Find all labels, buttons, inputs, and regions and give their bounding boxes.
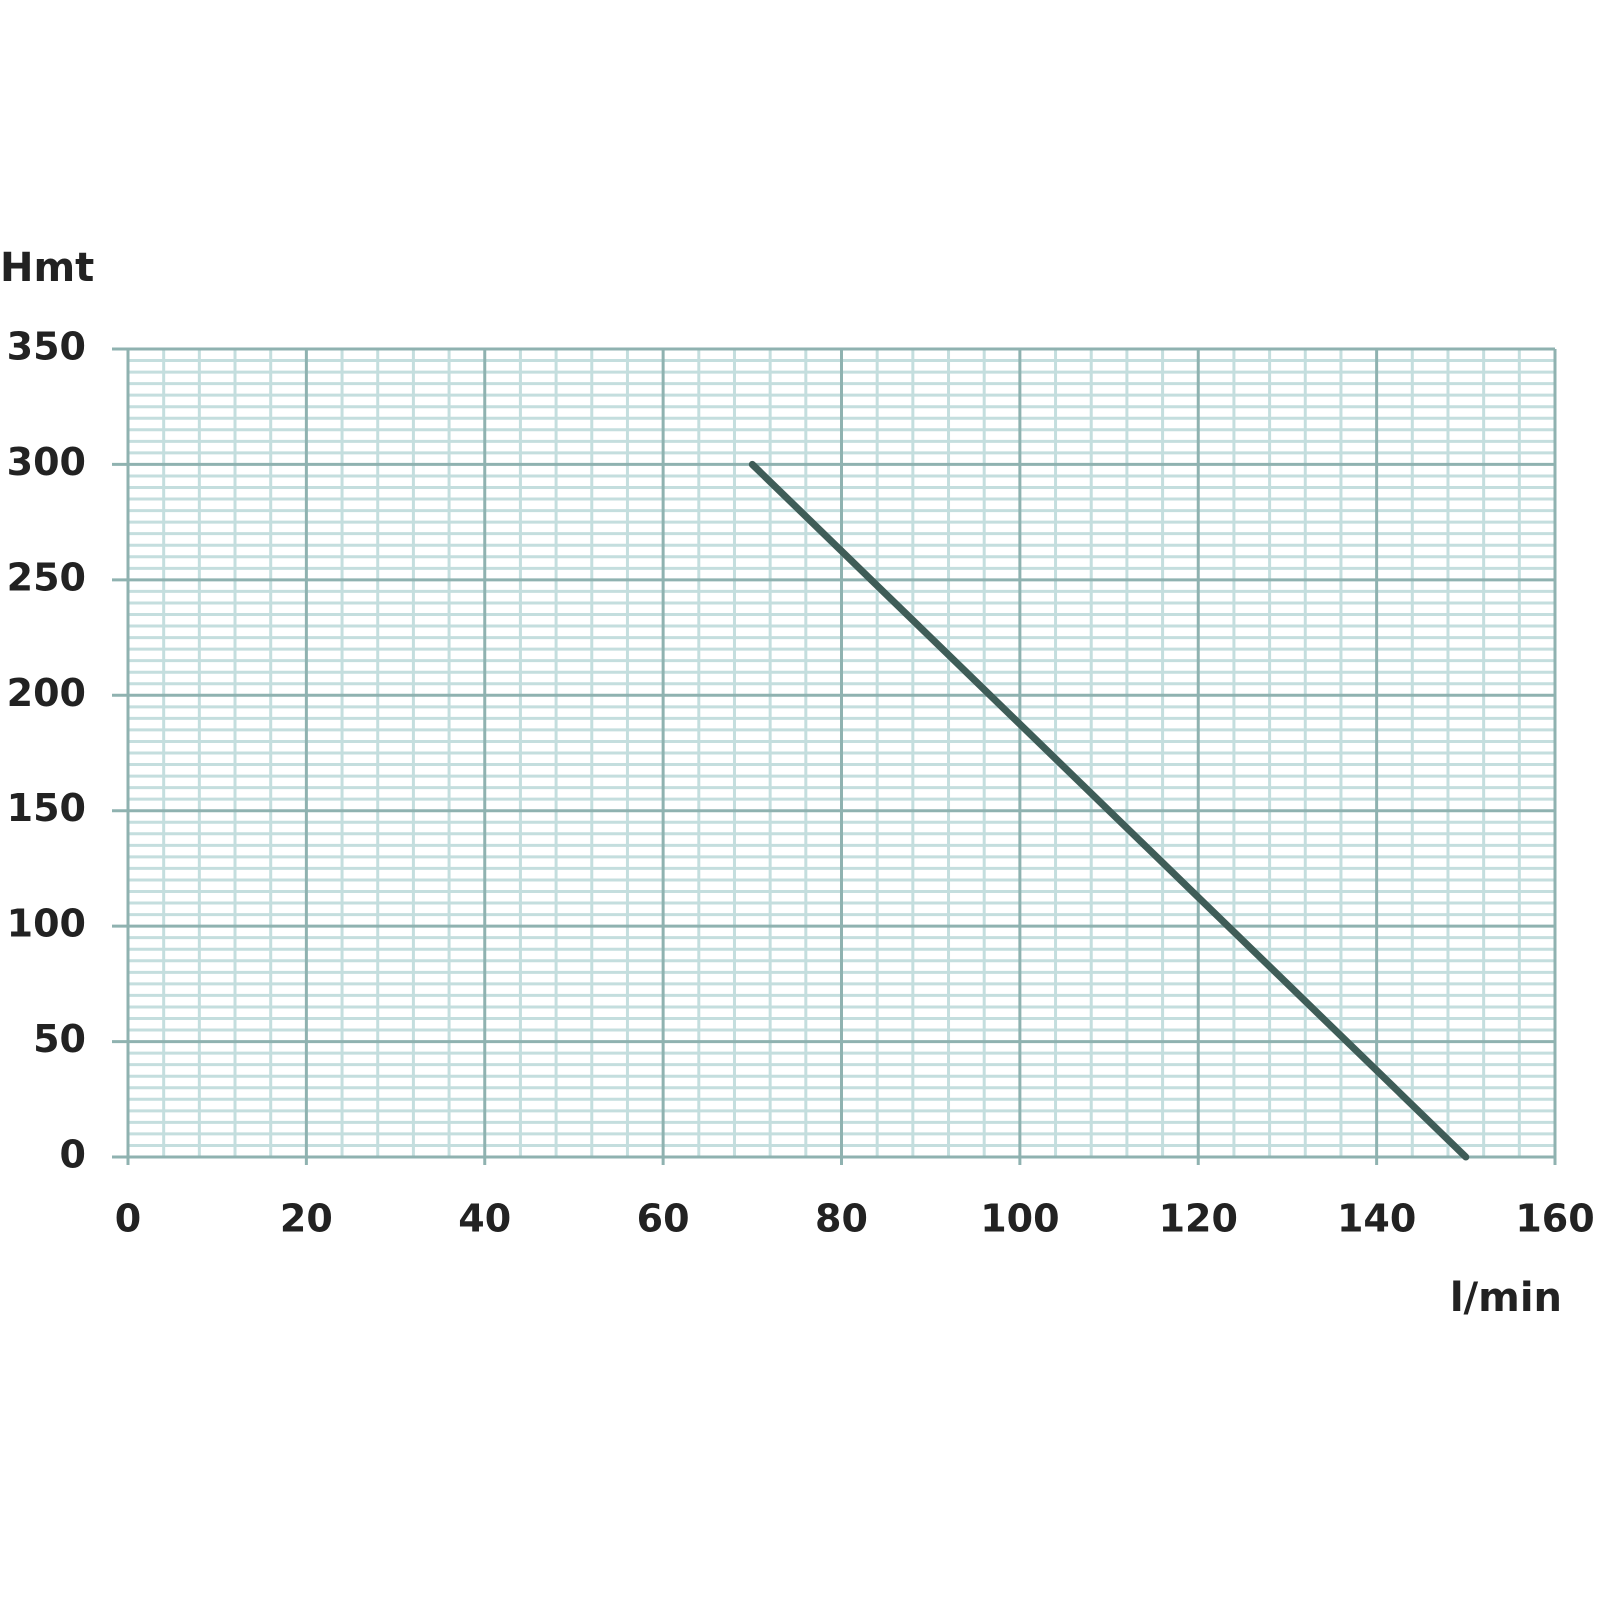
x-tick-label: 40 [458, 1197, 511, 1241]
x-tick-label: 160 [1515, 1197, 1594, 1241]
x-tick-label: 100 [980, 1197, 1059, 1241]
y-tick-label: 200 [7, 671, 86, 715]
y-tick-label: 150 [7, 786, 86, 830]
y-tick-label: 0 [60, 1133, 86, 1177]
y-tick-label: 250 [7, 555, 86, 599]
x-tick-label: 20 [280, 1197, 333, 1241]
y-tick-label: 100 [7, 902, 86, 946]
y-tick-label: 350 [7, 325, 86, 369]
x-axis-label: l/min [1450, 1275, 1562, 1321]
x-tick-label: 120 [1159, 1197, 1238, 1241]
y-axis-label: Hmt [0, 245, 94, 291]
y-tick-label: 300 [7, 440, 86, 484]
y-tick-label: 50 [33, 1017, 86, 1061]
x-tick-label: 80 [815, 1197, 868, 1241]
data-line [748, 460, 1470, 1161]
x-tick-label: 60 [637, 1197, 690, 1241]
x-tick-label: 0 [115, 1197, 141, 1241]
x-tick-label: 140 [1337, 1197, 1416, 1241]
